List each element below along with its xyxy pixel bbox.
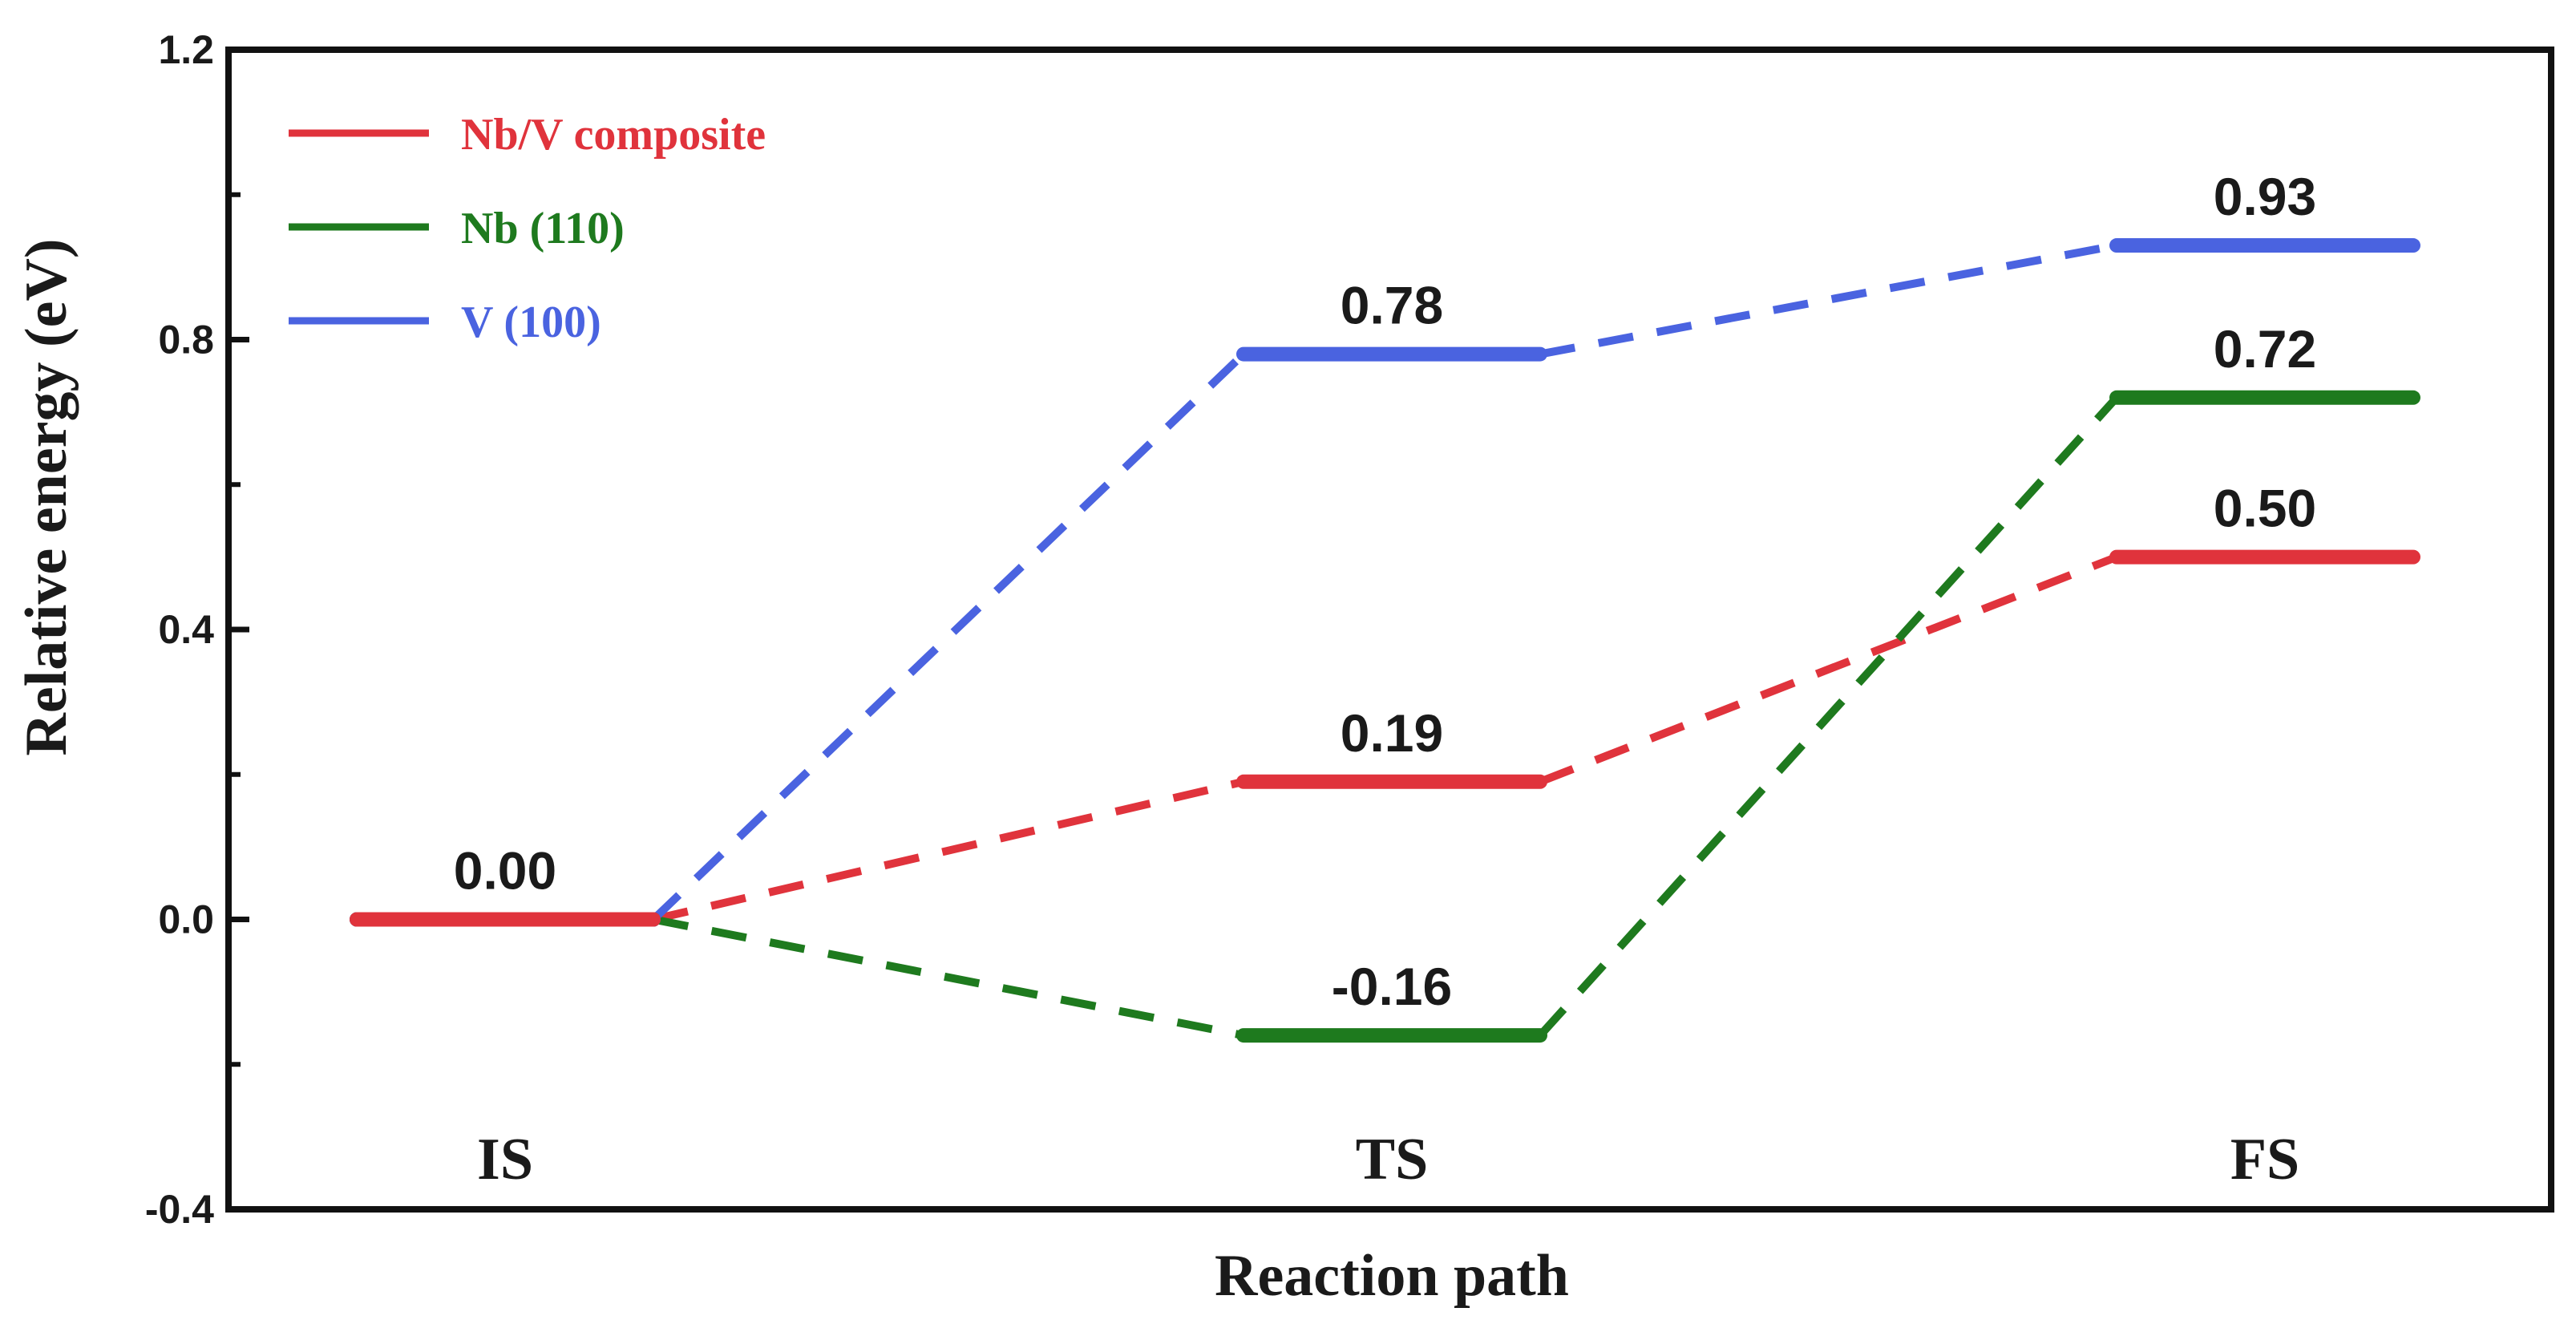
y-tick-label-2: 0.4 [158, 607, 214, 652]
connector-v-100-0 [650, 350, 1247, 923]
y-tick-label-0: -0.4 [145, 1187, 214, 1232]
y-axis-title: Relative energy (eV) [14, 238, 79, 755]
legend-label-1: Nb (110) [461, 204, 625, 253]
legend: Nb/V composite Nb (110) V (100) [289, 110, 766, 347]
value-label-nb-110-fs: 0.72 [2214, 319, 2316, 379]
value-labels: 0.00 0.19 0.50 -0.16 0.72 0.78 0.93 [454, 167, 2316, 1016]
connector-nb-110-1 [1537, 395, 2120, 1039]
connector-v-100-1 [1539, 241, 2117, 358]
y-tick-label-3: 0.8 [158, 318, 214, 362]
connector-nb-v-composite-0 [652, 777, 1245, 924]
legend-label-0: Nb/V composite [461, 110, 766, 160]
y-tick-label-1: 0.0 [158, 897, 214, 942]
x-axis-title: Reaction path [1215, 1243, 1569, 1309]
value-label-v-100-ts: 0.78 [1341, 276, 1443, 335]
axes: -0.4 0.0 0.4 0.8 1.2 [145, 27, 2554, 1232]
value-label-nb-110-ts: -0.16 [1332, 957, 1452, 1016]
y-tick-label-4: 1.2 [158, 27, 214, 72]
connector-lines [650, 241, 2120, 1040]
connector-nb-110-0 [653, 915, 1244, 1040]
connector-nb-v-composite-1 [1539, 553, 2118, 786]
state-label-ts: TS [1356, 1127, 1429, 1192]
value-label-v-100-fs: 0.93 [2214, 167, 2316, 226]
legend-label-2: V (100) [461, 298, 601, 347]
state-label-is: IS [477, 1127, 533, 1192]
state-label-fs: FS [2230, 1127, 2299, 1192]
value-label-nb-v-composite-is: 0.00 [454, 841, 556, 901]
value-label-nb-v-composite-ts: 0.19 [1341, 703, 1443, 763]
value-label-nb-v-composite-fs: 0.50 [2214, 479, 2316, 538]
energy-levels [350, 238, 2420, 1043]
state-labels: IS TS FS [477, 1127, 2299, 1192]
